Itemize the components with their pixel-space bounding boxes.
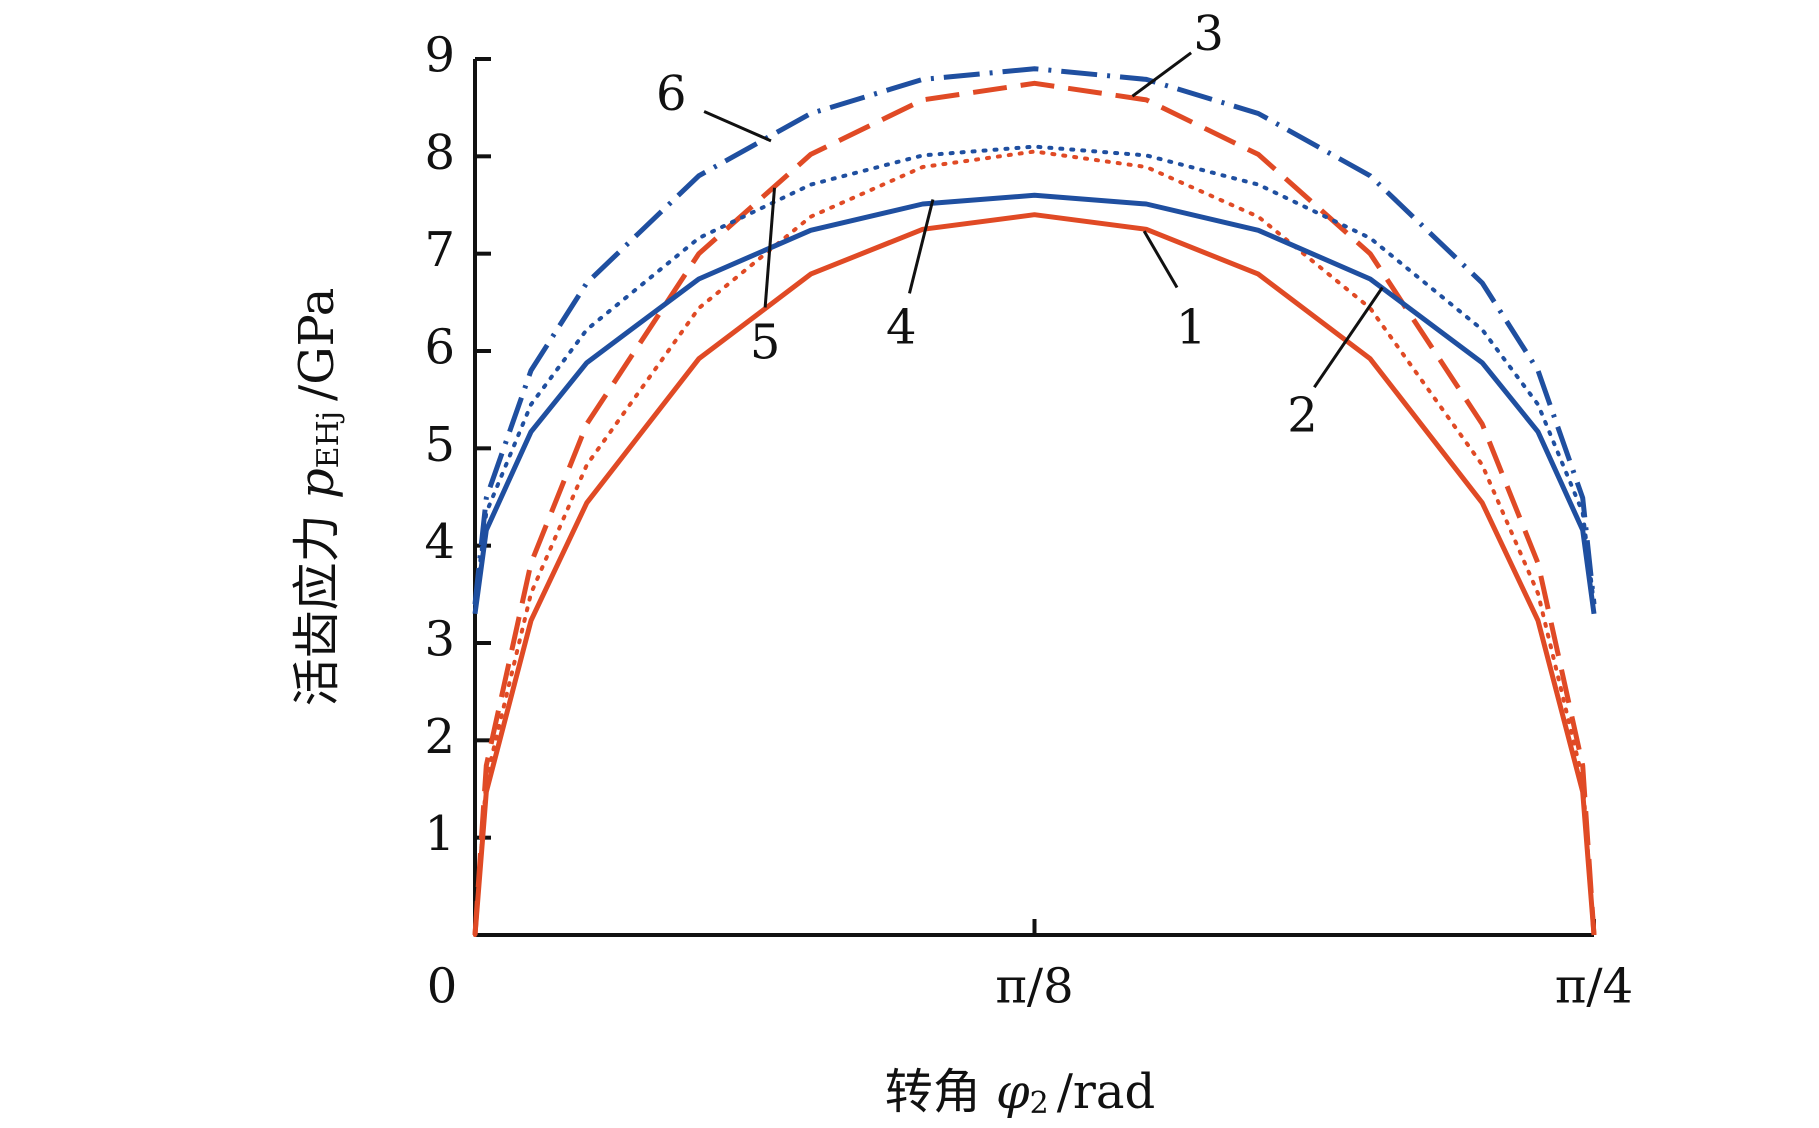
y-tick-label: 6 — [424, 320, 455, 376]
x-label-subscript: 2 — [1030, 1086, 1049, 1121]
y-tick-label: 8 — [424, 125, 455, 181]
y-tick-label: 2 — [424, 709, 455, 765]
x-axis-label: 转角 φ2/rad — [885, 1064, 1155, 1122]
leader-line — [908, 199, 935, 294]
x-label-text: 转角 — [885, 1064, 981, 1120]
curve-label: 6 — [656, 66, 687, 122]
x-label-symbol: φ — [996, 1064, 1030, 1120]
x-label-unit: /rad — [1057, 1064, 1155, 1120]
data-line — [473, 144, 1596, 607]
y-label-unit: /GPa — [289, 288, 345, 401]
x-tick-label: π/4 — [1555, 959, 1633, 1015]
curve-label: 5 — [750, 315, 781, 371]
leader-line — [1142, 230, 1179, 289]
y-axis-label: 活齿应力 pEHj/GPa — [289, 288, 347, 707]
leader-line — [1313, 286, 1384, 389]
data-line — [472, 80, 1597, 936]
curve-label: 4 — [886, 299, 917, 355]
y-label-text: 活齿应力 — [289, 514, 345, 706]
leader-line — [763, 187, 777, 308]
y-tick-label: 5 — [424, 417, 455, 473]
x-tick-label: 0 — [427, 959, 458, 1015]
data-line — [473, 149, 1596, 937]
y-tick-label: 1 — [424, 806, 455, 862]
y-tick-label: 9 — [424, 28, 455, 84]
x-tick-label: π/8 — [995, 959, 1073, 1015]
y-label-symbol: p — [289, 468, 345, 499]
curve-label: 2 — [1287, 387, 1318, 443]
data-line — [472, 66, 1597, 605]
data-line — [472, 192, 1597, 615]
leader-line — [703, 110, 772, 143]
curve-label: 3 — [1193, 6, 1224, 62]
y-tick-label: 4 — [424, 514, 455, 570]
data-line — [472, 212, 1597, 936]
y-tick-label: 3 — [424, 612, 455, 668]
y-label-subscript: EHj — [311, 411, 346, 468]
y-tick-label: 7 — [424, 222, 455, 278]
leader-line — [1131, 51, 1192, 98]
curve-label: 1 — [1176, 299, 1207, 355]
